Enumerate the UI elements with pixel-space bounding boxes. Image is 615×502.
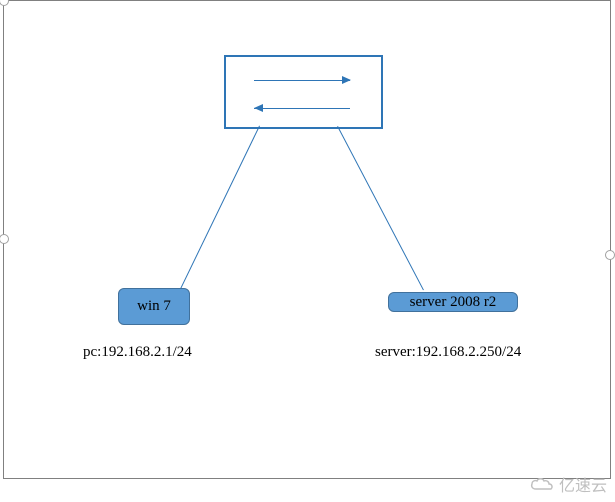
selection-handle	[605, 250, 615, 260]
switch-arrow-left	[254, 108, 350, 109]
diagram-canvas: win 7 server 2008 r2 pc:192.168.2.1/24 s…	[0, 0, 615, 502]
client-node: win 7	[118, 288, 190, 325]
server-ip-label: server:192.168.2.250/24	[375, 344, 521, 361]
server-node-label: server 2008 r2	[410, 294, 497, 311]
server-node: server 2008 r2	[388, 292, 518, 312]
switch-node	[224, 55, 383, 129]
client-ip-label: pc:192.168.2.1/24	[83, 344, 192, 361]
arrow-head-icon	[342, 76, 351, 84]
arrow-head-icon	[254, 104, 263, 112]
watermark: 亿速云	[529, 472, 607, 496]
watermark-text: 亿速云	[559, 472, 607, 496]
switch-arrow-right	[254, 80, 350, 81]
client-node-label: win 7	[137, 298, 171, 315]
cloud-icon	[529, 476, 555, 492]
